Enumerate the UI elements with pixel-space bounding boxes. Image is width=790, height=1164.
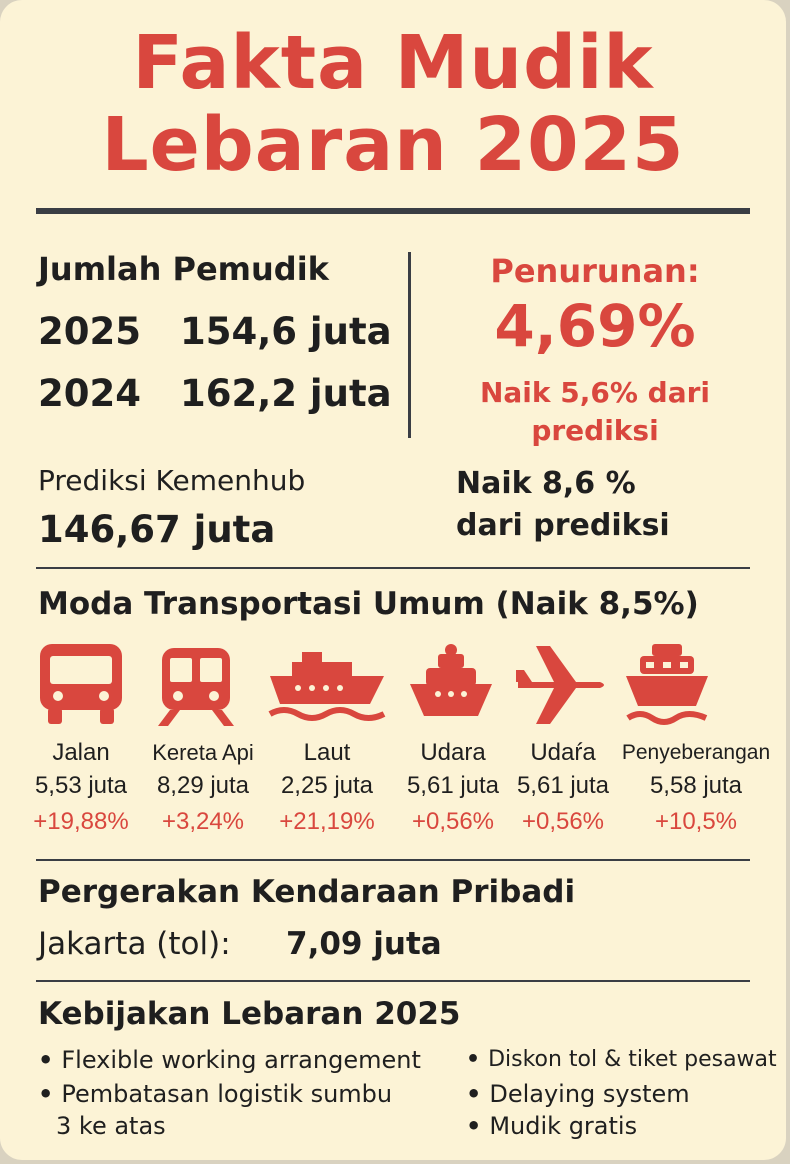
pribadi-value: 7,09 juta bbox=[286, 926, 442, 962]
kebijakan-left-2: • Pembatasan logistik sumbu bbox=[38, 1080, 393, 1108]
pribadi-heading: Pergerakan Kendaraan Pribadi bbox=[38, 874, 576, 910]
moda-heading: Moda Transportasi Umum (Naik 8,5%) bbox=[38, 586, 699, 622]
kebijakan-right-2: • Delaying system bbox=[466, 1080, 690, 1108]
moda-change: +3,24% bbox=[161, 808, 245, 835]
moda-change: +10,5% bbox=[654, 808, 738, 835]
moda-value: 2,25 juta bbox=[280, 772, 374, 799]
moda-name: Udaŕa bbox=[530, 739, 596, 766]
section-divider-2 bbox=[36, 859, 750, 861]
penurunan-label: Penurunan: bbox=[490, 252, 700, 290]
moda-name: Udara bbox=[420, 739, 486, 766]
moda-change: +0,56% bbox=[521, 808, 605, 835]
jumlah-value-2025: 154,6 juta bbox=[180, 310, 392, 353]
kebijakan-left-2-cont: 3 ke atas bbox=[56, 1112, 166, 1140]
jumlah-heading: Jumlah Pemudik bbox=[38, 250, 329, 288]
moda-value: 5,61 juta bbox=[516, 772, 610, 799]
prediksi-value: 146,67 juta bbox=[38, 508, 276, 551]
moda-value: 8,29 juta bbox=[156, 772, 250, 799]
train-icon bbox=[156, 646, 236, 728]
kebijakan-left-1: • Flexible working arrangement bbox=[38, 1046, 421, 1074]
section-divider-3 bbox=[36, 980, 750, 982]
kebijakan-right-3: • Mudik gratis bbox=[466, 1112, 638, 1140]
moda-name: Laut bbox=[303, 739, 351, 766]
bus-icon bbox=[36, 640, 126, 728]
transport-icons-row bbox=[0, 640, 786, 730]
section-divider-1 bbox=[36, 567, 750, 569]
ferry-icon bbox=[624, 640, 710, 726]
title-divider bbox=[36, 208, 750, 214]
moda-name: Penyeberangan bbox=[621, 741, 771, 764]
penurunan-value: 4,69% bbox=[494, 292, 696, 360]
prediksi-label: Prediksi Kemenhub bbox=[38, 464, 306, 497]
ship-icon bbox=[268, 650, 386, 726]
page-title: Fakta Mudik Lebaran 2025 bbox=[0, 22, 786, 186]
moda-value: 5,58 juta bbox=[649, 772, 743, 799]
moda-value: 5,53 juta bbox=[34, 772, 128, 799]
moda-item-kereta: Kereta Api 8,29 juta +3,24% bbox=[138, 738, 268, 840]
moda-change: +19,88% bbox=[33, 808, 129, 835]
moda-item-jalan: Jalan 5,53 juta +19,88% bbox=[16, 738, 146, 840]
jumlah-value-2024: 162,2 juta bbox=[180, 372, 392, 415]
title-line-2: Lebaran 2025 bbox=[101, 102, 685, 188]
prediksi-note-1: Naik 8,6 % bbox=[456, 466, 636, 501]
jumlah-year-2024: 2024 bbox=[38, 372, 141, 415]
moda-value: 5,61 juta bbox=[406, 772, 500, 799]
airplane-icon bbox=[514, 642, 610, 728]
kebijakan-right-1: • Diskon tol & tiket pesawat bbox=[466, 1047, 777, 1072]
boat-icon bbox=[408, 642, 494, 726]
moda-change: +0,56% bbox=[411, 808, 495, 835]
jumlah-year-2025: 2025 bbox=[38, 310, 141, 353]
prediksi-note-2: dari prediksi bbox=[456, 508, 670, 543]
penurunan-note-2: prediksi bbox=[531, 414, 659, 447]
moda-name: Kereta Api bbox=[152, 740, 254, 765]
moda-item-penyeberangan: Penyeberangan 5,58 juta +10,5% bbox=[616, 738, 776, 840]
kebijakan-heading: Kebijakan Lebaran 2025 bbox=[38, 996, 461, 1032]
pribadi-label: Jakarta (tol): bbox=[38, 926, 231, 962]
penurunan-note-1: Naik 5,6% dari bbox=[479, 376, 711, 409]
moda-item-udara-1: Udara 5,61 juta +0,56% bbox=[388, 738, 518, 840]
vertical-divider bbox=[408, 252, 411, 438]
moda-change: +21,19% bbox=[279, 808, 375, 835]
moda-item-laut: Laut 2,25 juta +21,19% bbox=[262, 738, 392, 840]
moda-item-udara-2: Udaŕa 5,61 juta +0,56% bbox=[498, 738, 628, 840]
title-line-1: Fakta Mudik bbox=[132, 20, 654, 106]
moda-name: Jalan bbox=[52, 739, 110, 766]
